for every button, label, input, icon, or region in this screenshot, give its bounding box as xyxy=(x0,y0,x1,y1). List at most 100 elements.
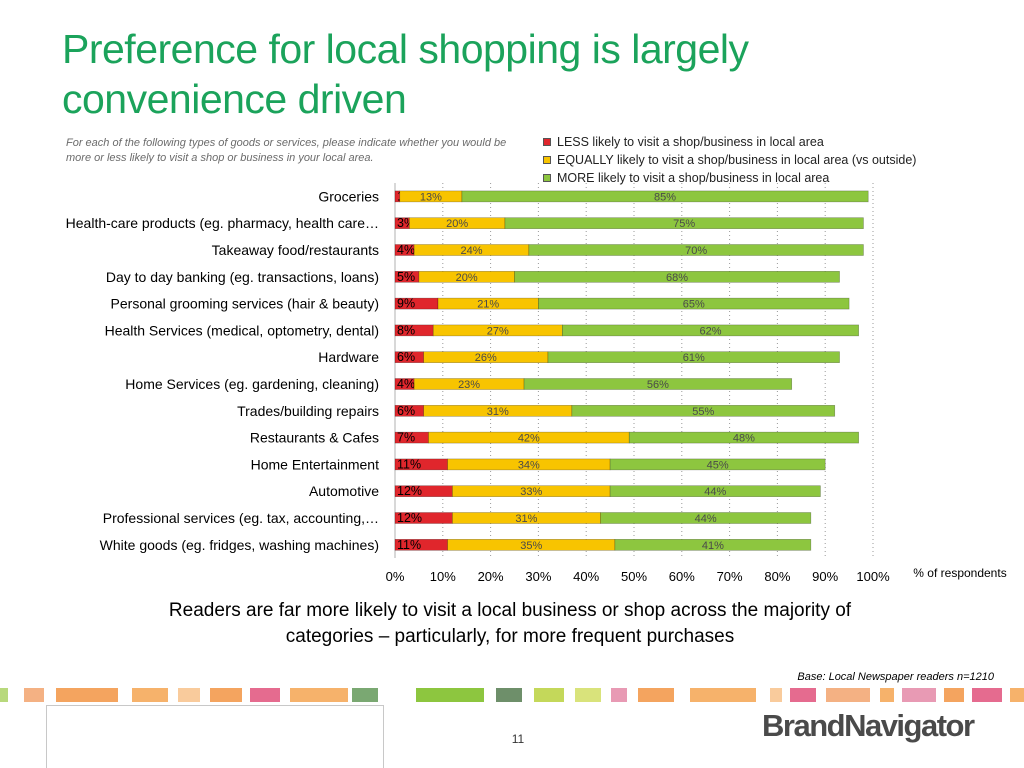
data-label: 85% xyxy=(654,191,676,203)
data-label: 27% xyxy=(487,325,509,337)
strip-block xyxy=(56,688,118,702)
category-label: Health-care products (eg. pharmacy, heal… xyxy=(66,215,379,231)
strip-block xyxy=(690,688,756,702)
bar-segment-more xyxy=(600,512,812,524)
strip-block xyxy=(880,688,894,702)
page-number: 11 xyxy=(511,732,525,746)
strip-block xyxy=(790,688,816,702)
category-label: Restaurants & Cafes xyxy=(250,430,379,446)
strip-block xyxy=(638,688,674,702)
category-label: Groceries xyxy=(318,188,379,204)
data-label: 31% xyxy=(487,406,509,418)
category-label: Health Services (medical, optometry, den… xyxy=(105,322,379,338)
data-label: 31% xyxy=(515,513,537,525)
legend-swatch-equally xyxy=(543,156,551,164)
legend-item-less: LESS likely to visit a shop/business in … xyxy=(543,133,916,151)
brand-logo: BrandNavigator xyxy=(762,708,975,743)
data-label: 48% xyxy=(733,433,755,445)
x-tick-label: 70% xyxy=(717,569,743,584)
data-label: 9% xyxy=(397,297,415,311)
x-tick-label: 50% xyxy=(621,569,647,584)
data-label: 33% xyxy=(520,486,542,498)
data-label: 55% xyxy=(692,406,714,418)
data-label: 41% xyxy=(702,540,724,552)
strip-block xyxy=(250,688,280,702)
bar-segment-more xyxy=(514,270,840,283)
chart-gridlines xyxy=(394,183,874,558)
footer-box xyxy=(46,705,384,768)
data-label: 12% xyxy=(397,511,422,525)
data-label: 34% xyxy=(518,459,540,471)
x-tick-label: 30% xyxy=(525,569,551,584)
data-label: 12% xyxy=(397,484,422,498)
bar-segment-more xyxy=(538,297,850,310)
bar-segment-more xyxy=(547,351,840,364)
data-label: 68% xyxy=(666,272,688,284)
strip-block xyxy=(534,688,564,702)
data-label: 70% xyxy=(685,245,707,257)
x-tick-label: 90% xyxy=(812,569,838,584)
strip-block xyxy=(178,688,200,702)
key-takeaway: Readers are far more likely to visit a l… xyxy=(168,600,852,647)
data-label: 23% xyxy=(458,379,480,391)
x-tick-label: 100% xyxy=(856,569,890,584)
decorative-color-strip xyxy=(0,688,1024,702)
category-label: Home Entertainment xyxy=(251,456,380,472)
base-note: Base: Local Newspaper readers n=1210 xyxy=(797,671,994,683)
legend-label-more: MORE likely to visit a shop/business in … xyxy=(557,171,830,185)
strip-block xyxy=(496,688,522,702)
bar-segment-equally xyxy=(413,244,530,256)
bar-segment-more xyxy=(571,404,836,417)
legend-swatch-less xyxy=(543,138,551,146)
data-label: 20% xyxy=(446,218,468,230)
category-label: Takeaway food/restaurants xyxy=(212,242,379,258)
strip-block xyxy=(944,688,964,702)
data-label: 11% xyxy=(397,538,421,552)
strip-block xyxy=(132,688,168,702)
data-label: 4% xyxy=(397,243,415,257)
bar-segment-more xyxy=(561,324,859,337)
x-tick-label: 80% xyxy=(764,569,790,584)
chart-legend: LESS likely to visit a shop/business in … xyxy=(543,133,916,187)
data-label: 8% xyxy=(397,323,415,337)
data-label: 5% xyxy=(397,270,415,284)
data-label: 6% xyxy=(397,404,415,418)
legend-label-less: LESS likely to visit a shop/business in … xyxy=(557,135,824,149)
strip-block xyxy=(24,688,44,702)
bar-segment-equally xyxy=(399,190,463,203)
x-tick-label: 60% xyxy=(669,569,695,584)
strip-block xyxy=(352,688,378,702)
data-label: 44% xyxy=(695,513,717,525)
data-label: 56% xyxy=(647,379,669,391)
survey-question: For each of the following types of goods… xyxy=(66,137,507,164)
data-label: 45% xyxy=(707,459,729,471)
bar-segment-more xyxy=(628,431,859,444)
x-tick-label: 0% xyxy=(386,569,405,584)
data-label: 62% xyxy=(699,325,721,337)
category-label: Day to day banking (eg. transactions, lo… xyxy=(106,269,379,285)
data-label: 26% xyxy=(475,352,497,364)
strip-block xyxy=(290,688,348,702)
data-label: 42% xyxy=(518,433,540,445)
bar-segment-more xyxy=(461,190,869,203)
chart-x-ticks: 0% 10% 20% 30% 40% 50% 60% 70% 80% 90% 100% xyxy=(386,569,890,584)
bar-segment-more xyxy=(504,217,864,229)
legend-swatch-more xyxy=(543,174,551,182)
bar-segment-equally xyxy=(423,351,549,364)
bar-segment-more xyxy=(614,538,812,551)
data-label: 13% xyxy=(420,191,442,203)
data-label: 44% xyxy=(704,486,726,498)
category-label: White goods (eg. fridges, washing machin… xyxy=(100,537,379,553)
bar-segment-more xyxy=(523,378,793,390)
category-label: Professional services (eg. tax, accounti… xyxy=(103,510,379,526)
chart-bars: 1%13%85%3%20%75%4%24%70%5%20%68%9%21%65%… xyxy=(394,189,869,552)
bar-segment-more xyxy=(609,485,821,498)
legend-item-more: MORE likely to visit a shop/business in … xyxy=(543,169,916,187)
chart-category-labels: Groceries Health-care products (eg. pharm… xyxy=(66,188,380,552)
bar-segment-equally xyxy=(437,297,539,310)
category-label: Trades/building repairs xyxy=(237,403,379,419)
data-label: 75% xyxy=(673,218,695,230)
data-label: 65% xyxy=(683,299,705,311)
bar-segment-more xyxy=(528,244,864,256)
strip-block xyxy=(972,688,1002,702)
